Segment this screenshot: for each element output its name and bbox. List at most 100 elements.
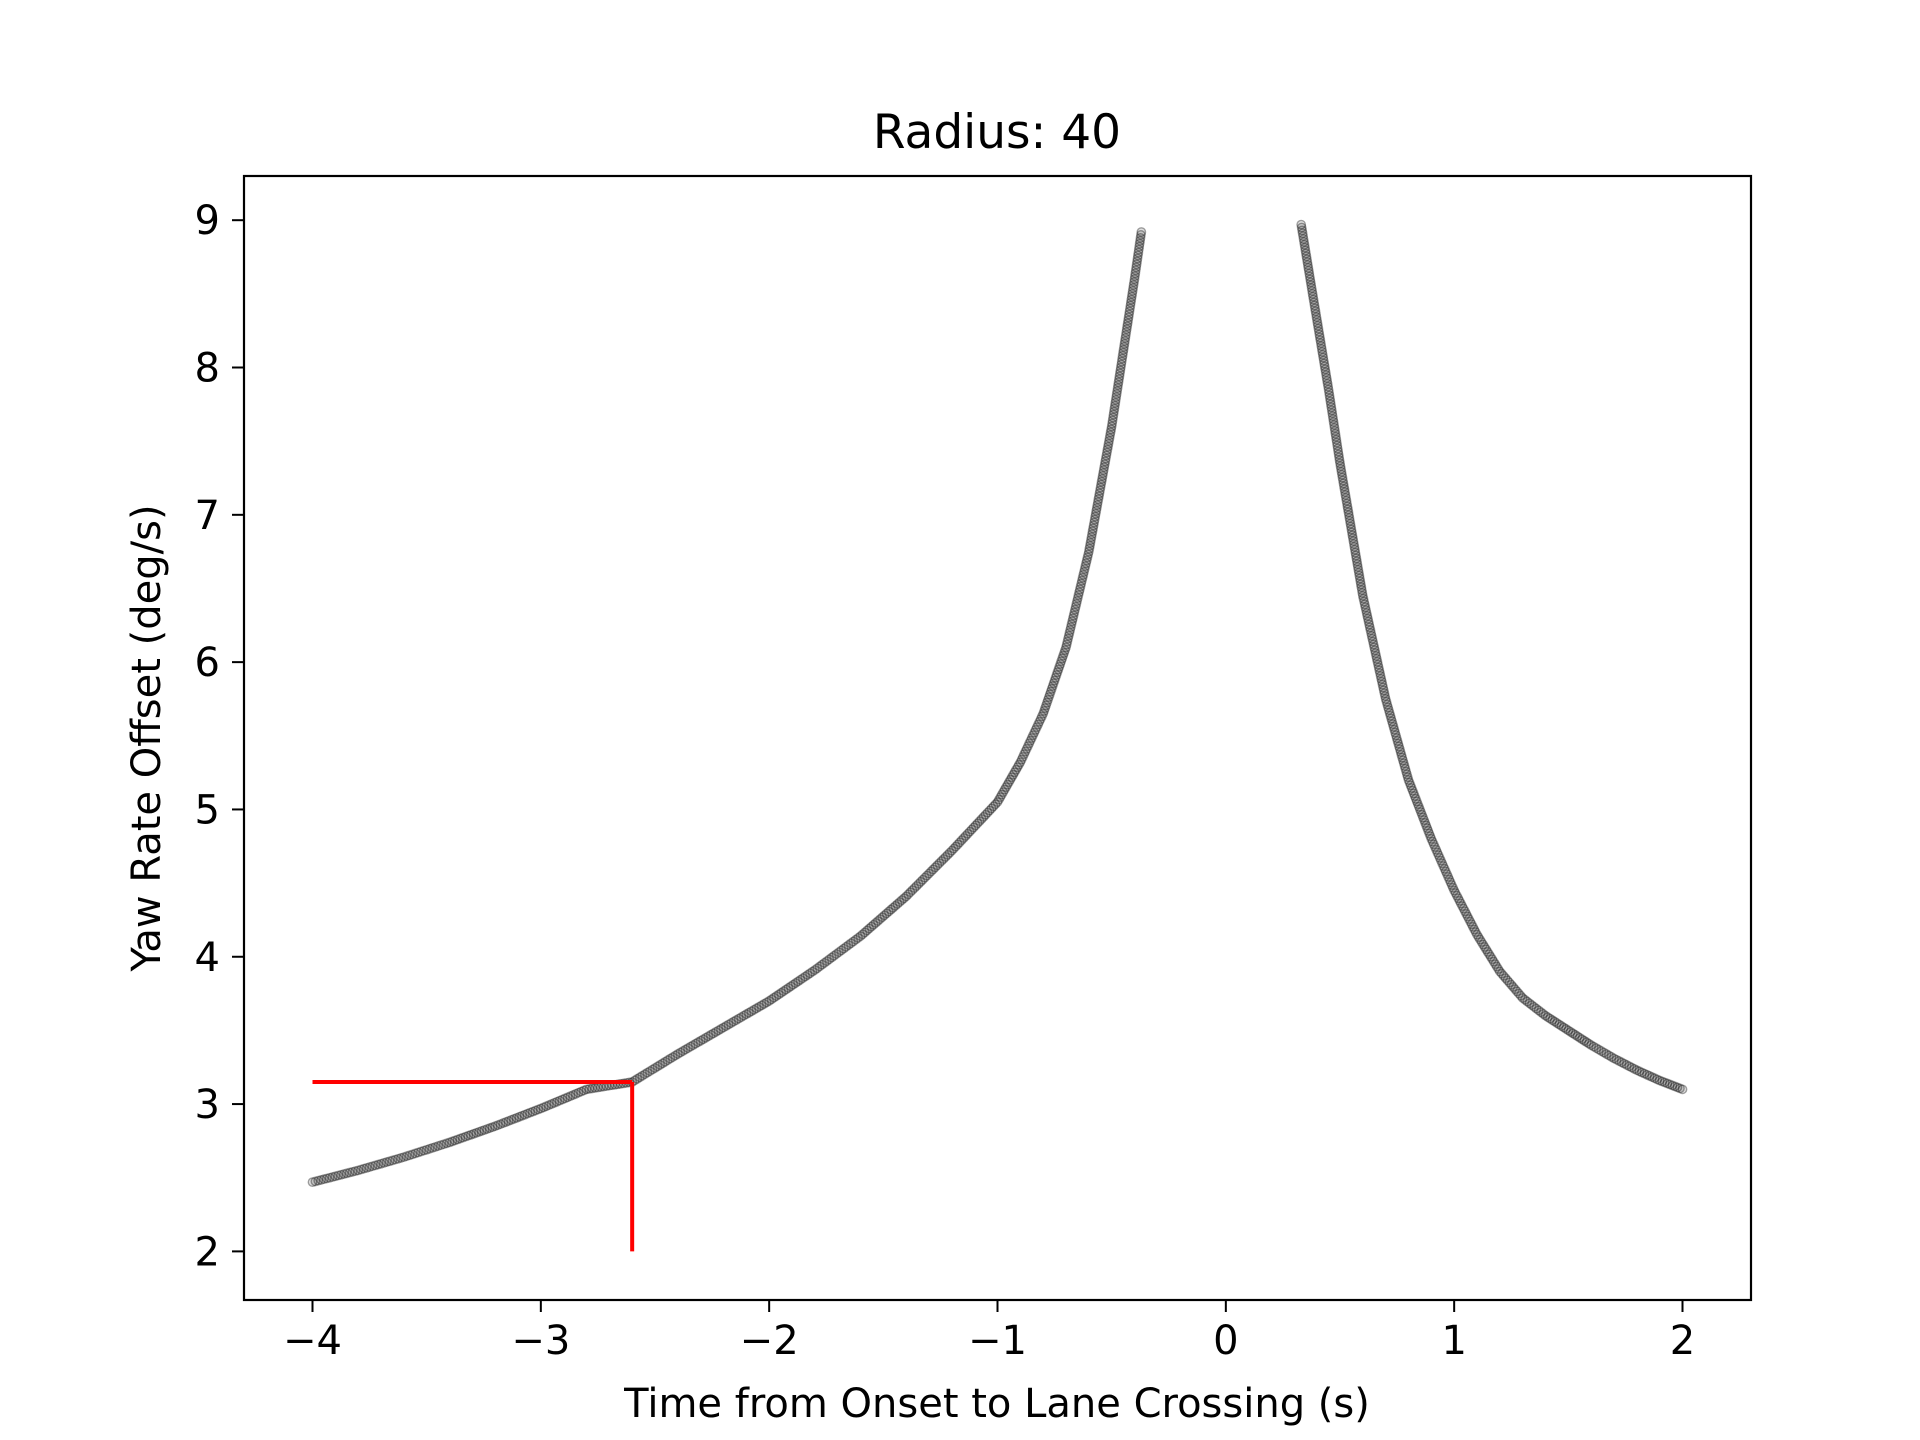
- data-point-left: [733, 1013, 744, 1024]
- data-point-right: [1330, 428, 1341, 439]
- data-point-right: [1312, 315, 1322, 325]
- data-point-right: [1387, 716, 1397, 727]
- data-point-left: [751, 1003, 762, 1014]
- data-point-right: [1309, 300, 1320, 311]
- data-point-left: [373, 1159, 384, 1170]
- data-point-right: [1323, 381, 1333, 392]
- data-point-left: [376, 1158, 386, 1169]
- data-point-right: [1427, 836, 1438, 847]
- data-point-right: [1308, 294, 1319, 305]
- data-point-right: [1305, 274, 1316, 285]
- data-point-left: [1136, 230, 1146, 240]
- data-point-left: [698, 1034, 709, 1045]
- data-point-left: [926, 866, 936, 877]
- data-point-left: [398, 1152, 409, 1163]
- data-point-left: [809, 965, 820, 975]
- data-point-left: [341, 1168, 352, 1179]
- data-point-right: [1302, 257, 1313, 268]
- data-point-right: [1644, 1071, 1655, 1081]
- data-point-right: [1298, 231, 1308, 242]
- data-point-left: [1057, 653, 1068, 664]
- data-point-right: [1409, 791, 1420, 801]
- data-point-left: [1127, 286, 1138, 296]
- data-point-left: [1062, 636, 1073, 647]
- data-point-left: [978, 811, 989, 822]
- data-point-left: [444, 1137, 455, 1148]
- data-point-right: [1425, 831, 1436, 842]
- data-point-left: [460, 1131, 471, 1142]
- data-point-right: [1343, 507, 1354, 518]
- data-point-left: [1021, 743, 1032, 754]
- data-point-right: [1533, 1005, 1544, 1016]
- data-point-right: [1390, 727, 1401, 738]
- data-point-left: [1005, 774, 1016, 785]
- data-point-left: [655, 1059, 665, 1070]
- data-point-left: [759, 999, 769, 1009]
- data-point-left: [938, 854, 949, 864]
- data-point-right: [1609, 1053, 1619, 1064]
- data-point-right: [1451, 890, 1462, 901]
- data-point-left: [1119, 341, 1129, 352]
- data-point-left: [416, 1146, 426, 1157]
- data-point-right: [1361, 605, 1371, 616]
- data-point-left: [1108, 412, 1118, 423]
- data-point-left: [773, 989, 784, 1000]
- data-point-right: [1316, 344, 1327, 354]
- data-point-left: [1065, 622, 1076, 632]
- data-point-left: [1127, 288, 1138, 299]
- data-point-right: [1394, 741, 1404, 752]
- data-point-right: [1381, 696, 1392, 707]
- data-point-left: [968, 822, 979, 833]
- data-point-right: [1307, 286, 1318, 296]
- data-point-right: [1408, 788, 1419, 799]
- data-point-left: [441, 1138, 452, 1149]
- data-point-left: [1046, 683, 1057, 694]
- data-point-left: [1123, 315, 1134, 326]
- data-point-left: [1087, 526, 1098, 537]
- data-point-left: [484, 1123, 495, 1133]
- data-point-right: [1538, 1009, 1549, 1019]
- data-point-left: [726, 1018, 737, 1028]
- data-point-left: [833, 947, 844, 958]
- data-point-right: [1311, 309, 1321, 320]
- data-point-right: [1319, 358, 1330, 369]
- data-point-right: [1314, 332, 1325, 343]
- data-point-left: [746, 1006, 757, 1017]
- data-point-left: [1068, 613, 1078, 624]
- data-point-right: [1296, 219, 1307, 230]
- data-point-left: [1113, 380, 1123, 391]
- data-point-right: [1344, 513, 1355, 523]
- data-point-left: [1079, 567, 1089, 577]
- data-point-right: [1332, 443, 1343, 454]
- data-point-left: [695, 1035, 706, 1046]
- data-point-left: [546, 1099, 557, 1109]
- data-point-left: [468, 1128, 479, 1139]
- data-point-left: [723, 1019, 734, 1030]
- data-point-left: [793, 976, 803, 987]
- data-point-left: [319, 1174, 329, 1185]
- data-point-left: [1135, 232, 1146, 243]
- data-point-right: [1303, 262, 1314, 273]
- data-point-right: [1611, 1054, 1622, 1065]
- data-point-left: [370, 1160, 381, 1171]
- data-point-right: [1306, 283, 1317, 293]
- data-point-left: [785, 981, 796, 992]
- data-point-left: [766, 994, 777, 1005]
- data-point-left: [1026, 733, 1037, 743]
- data-point-right: [1606, 1052, 1617, 1062]
- data-point-right: [1330, 431, 1341, 442]
- data-point-left: [713, 1025, 724, 1036]
- data-point-left: [700, 1032, 711, 1043]
- data-point-left: [1077, 575, 1087, 586]
- data-point-right: [1377, 679, 1388, 690]
- data-point-right: [1349, 544, 1360, 555]
- data-point-right: [1437, 858, 1448, 869]
- data-point-right: [1616, 1057, 1627, 1068]
- data-point-left: [1065, 625, 1076, 635]
- data-point-left: [1050, 672, 1061, 683]
- data-point-left: [1106, 424, 1117, 435]
- data-point-right: [1488, 956, 1499, 967]
- data-point-right: [1300, 242, 1310, 253]
- data-point-left: [956, 835, 967, 846]
